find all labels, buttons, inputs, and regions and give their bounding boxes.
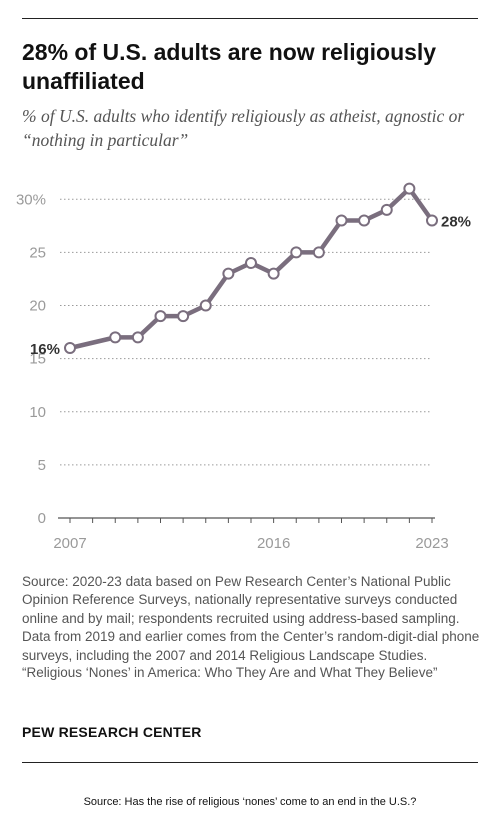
chart-subtitle: % of U.S. adults who identify religiousl… [22,106,465,150]
data-point [290,246,303,259]
data-point [222,267,235,280]
data-point [131,331,144,344]
data-point [245,257,257,269]
data-point [380,203,393,216]
x-tick-label: 2007 [53,535,86,552]
x-tick-label: 2023 [415,535,448,552]
data-point [154,310,167,323]
footer-source: Source: Has the rise of religious ‘nones… [83,796,417,808]
source-note: Source: 2020-23 data based on Pew Resear… [22,574,480,663]
series-line [67,186,435,351]
data-labels: 16% 28% [30,214,471,359]
data-point [358,214,371,227]
x-tick-label: 2016 [257,535,290,552]
data-point [109,331,122,344]
data-point [199,299,212,312]
series-path [67,186,435,351]
data-point [426,214,438,227]
y-tick-label: 25 [29,244,46,261]
bottom-rule [22,762,478,763]
y-tick-label: 5 [38,457,46,474]
top-rule [22,18,478,19]
source-reference: “Religious ‘Nones’ in America: Who They … [22,665,438,680]
y-tick-label: 15 [29,351,46,368]
data-point [177,310,190,323]
y-tick-label: 20 [29,298,46,315]
line-chart: 0 5 10 15 20 25 30% 2007 2016 2023 16% 28% [16,182,471,552]
brand-logo-text: PEW RESEARCH CENTER [22,724,202,740]
data-point [312,246,325,259]
data-points [64,182,438,354]
y-tick-label: 0 [38,510,46,527]
data-point [267,267,280,280]
data-point [335,214,348,227]
data-point [403,182,416,195]
x-axis: 2007 2016 2023 [53,517,449,552]
chart-title: 28% of U.S. adults are now religiously u… [22,39,437,94]
y-tick-label: 10 [29,404,46,421]
data-point [64,342,76,354]
y-tick-label: 30% [16,191,46,208]
y-axis-ticks: 0 5 10 15 20 25 30% [16,191,46,527]
data-label: 28% [441,214,471,231]
data-label: 16% [30,341,60,358]
